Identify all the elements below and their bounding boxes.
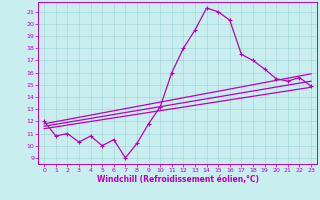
X-axis label: Windchill (Refroidissement éolien,°C): Windchill (Refroidissement éolien,°C) <box>97 175 259 184</box>
